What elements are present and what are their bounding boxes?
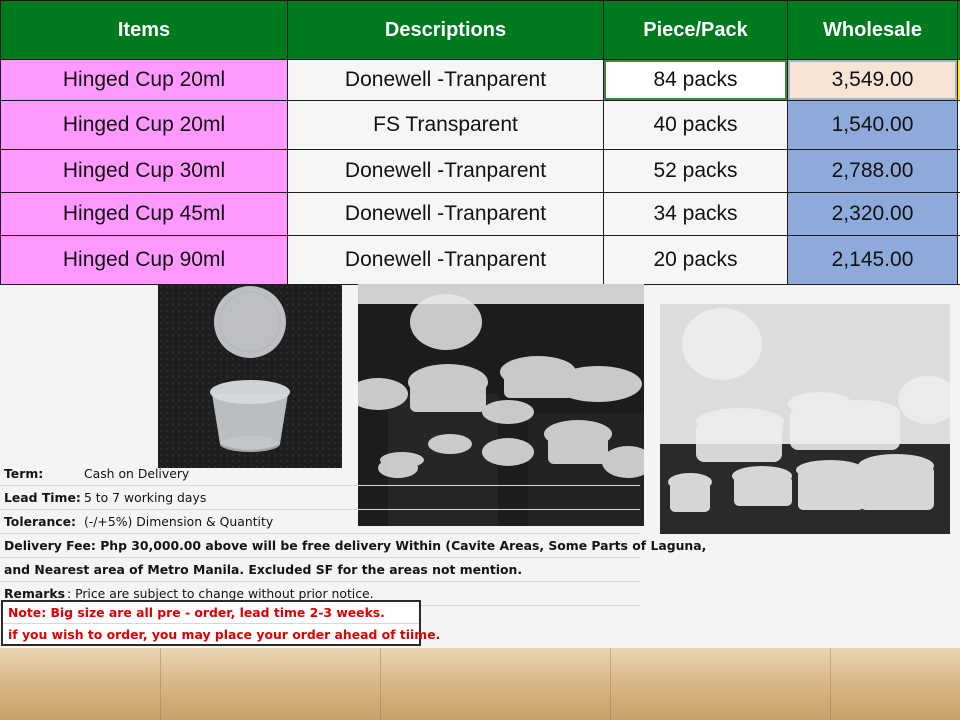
header-piece-pack: Piece/Pack (603, 0, 788, 60)
note-line-1: Note: Big size are all pre - order, lead… (3, 602, 419, 624)
table-row: Hinged Cup 20ml FS Transparent 40 packs … (0, 100, 960, 150)
table-row: Hinged Cup 90ml Donewell -Tranparent 20 … (0, 235, 960, 285)
lead-time-label: Lead Time: (4, 490, 81, 505)
header-row: Items Descriptions Piece/Pack Wholesale (0, 0, 960, 60)
piece-pack-cell: 40 packs (603, 100, 788, 150)
tolerance-label: Tolerance: (4, 514, 76, 529)
header-descriptions: Descriptions (287, 0, 604, 60)
tolerance-line: Tolerance: (-/+5%) Dimension & Quantity (0, 510, 640, 534)
item-cell: Hinged Cup 20ml (0, 100, 288, 150)
assorted-cups-group-graphic (660, 304, 950, 534)
piece-pack-cell: 52 packs (603, 149, 788, 193)
description-cell: Donewell -Tranparent (287, 149, 604, 193)
floor-plank-seam (160, 648, 161, 720)
terms-block: Term: Cash on Delivery Lead Time: 5 to 7… (0, 462, 706, 606)
wholesale-cell: 2,320.00 (787, 192, 958, 236)
item-cell: Hinged Cup 90ml (0, 235, 288, 285)
floor-plank-seam (610, 648, 611, 720)
header-items: Items (0, 0, 288, 60)
table-row: Hinged Cup 20ml Donewell -Tranparent 84 … (0, 59, 960, 101)
delivery-fee-line-1: Delivery Fee: Php 30,000.00 above will b… (0, 534, 706, 558)
term-line: Term: Cash on Delivery (0, 462, 640, 486)
piece-pack-cell: 34 packs (603, 192, 788, 236)
description-cell: Donewell -Tranparent (287, 235, 604, 285)
term-label: Term: (4, 466, 44, 481)
single-hinged-cup-graphic (158, 284, 342, 468)
description-cell: Donewell -Tranparent (287, 192, 604, 236)
wooden-floor-background (0, 648, 960, 720)
item-cell: Hinged Cup 30ml (0, 149, 288, 193)
pre-order-note-box: Note: Big size are all pre - order, lead… (1, 600, 441, 646)
item-cell: Hinged Cup 45ml (0, 192, 288, 236)
description-cell: Donewell -Tranparent (287, 59, 604, 101)
header-wholesale: Wholesale (787, 0, 958, 60)
wholesale-cell: 3,549.00 (787, 59, 958, 101)
tolerance-value: (-/+5%) Dimension & Quantity (83, 514, 274, 529)
term-value: Cash on Delivery (83, 466, 190, 481)
piece-pack-cell: 84 packs (603, 59, 788, 101)
note-line-2: if you wish to order, you may place your… (8, 627, 441, 642)
single-hinged-cup-photo (158, 284, 342, 468)
description-cell: FS Transparent (287, 100, 604, 150)
wholesale-cell: 2,145.00 (787, 235, 958, 285)
lead-time-value: 5 to 7 working days (83, 490, 207, 505)
wholesale-cell: 2,788.00 (787, 149, 958, 193)
price-table: Items Descriptions Piece/Pack Wholesale … (0, 0, 960, 285)
floor-plank-seam (380, 648, 381, 720)
remarks-label: Remarks (4, 586, 65, 601)
delivery-fee-line-2: and Nearest area of Metro Manila. Exclud… (0, 558, 640, 582)
floor-plank-seam (830, 648, 831, 720)
item-cell: Hinged Cup 20ml (0, 59, 288, 101)
lead-time-line: Lead Time: 5 to 7 working days (0, 486, 640, 510)
wholesale-cell: 1,540.00 (787, 100, 958, 150)
remarks-value: : Price are subject to change without pr… (66, 586, 374, 601)
assorted-cups-group-photo (660, 304, 950, 534)
table-row: Hinged Cup 45ml Donewell -Tranparent 34 … (0, 192, 960, 236)
piece-pack-cell: 20 packs (603, 235, 788, 285)
table-row: Hinged Cup 30ml Donewell -Tranparent 52 … (0, 149, 960, 193)
